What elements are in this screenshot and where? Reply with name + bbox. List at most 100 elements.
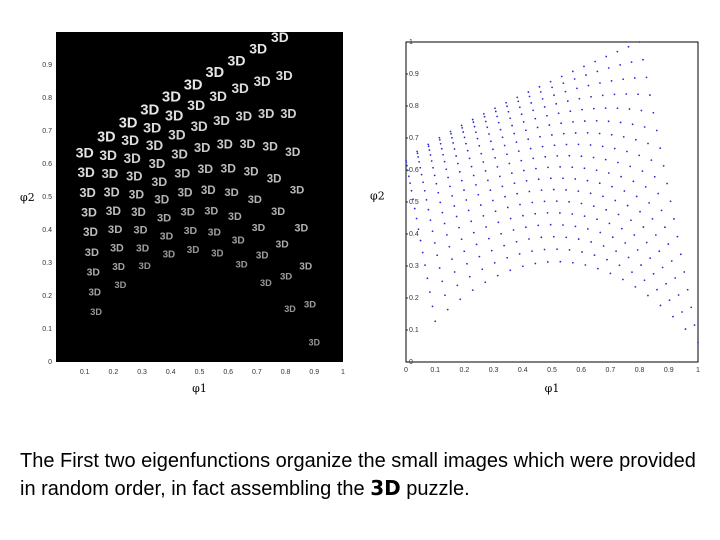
data-point xyxy=(611,185,613,188)
right-chart-svg: 0 0.1 0.2 0.3 0.4 0.5 0.6 0.7 0.8 0.9 1 0 0.1 0.2 0.3 0… xyxy=(370,39,700,395)
data-point xyxy=(532,109,535,112)
tile-3d: 3D xyxy=(260,278,272,288)
data-point xyxy=(601,94,604,97)
data-point xyxy=(489,140,492,143)
data-point xyxy=(433,174,436,177)
left-x-tick-label: 0.1 xyxy=(80,369,90,376)
tile-3d: 3D xyxy=(104,185,120,199)
data-point xyxy=(421,251,424,254)
tile-3d: 3D xyxy=(83,226,98,239)
tile-3d: 3D xyxy=(228,211,242,223)
data-point xyxy=(508,162,511,165)
data-point xyxy=(505,101,508,104)
data-point xyxy=(568,154,571,157)
tile-3d: 3D xyxy=(197,162,213,176)
data-point xyxy=(546,261,549,263)
data-point xyxy=(617,161,619,164)
data-point xyxy=(611,236,614,239)
data-point xyxy=(489,189,492,192)
data-point xyxy=(427,145,430,148)
data-point xyxy=(503,244,506,247)
data-point xyxy=(643,279,646,282)
data-point xyxy=(639,210,641,213)
data-point xyxy=(607,120,610,123)
data-point xyxy=(438,267,441,269)
data-point xyxy=(637,93,639,96)
data-point xyxy=(463,189,465,191)
data-point xyxy=(535,167,537,170)
data-point xyxy=(446,233,448,236)
right-x-tick-label: 1 xyxy=(696,367,700,374)
tile-3d: 3D xyxy=(174,166,190,180)
tile-3d: 3D xyxy=(149,156,166,171)
data-point xyxy=(416,152,419,155)
data-point xyxy=(521,265,524,268)
data-point xyxy=(490,249,493,252)
data-point xyxy=(642,58,644,61)
right-x-tick-label: 0.6 xyxy=(576,367,586,374)
data-point xyxy=(560,122,563,125)
data-point xyxy=(466,262,468,265)
tile-3d: 3D xyxy=(119,116,138,132)
data-point xyxy=(626,204,629,207)
data-point xyxy=(410,189,413,192)
tile-3d: 3D xyxy=(206,65,225,81)
data-point xyxy=(546,211,549,214)
data-point xyxy=(475,243,478,246)
data-point xyxy=(520,159,523,162)
data-point xyxy=(683,271,686,273)
data-point xyxy=(553,144,556,147)
data-point xyxy=(527,138,530,141)
data-point xyxy=(568,249,571,251)
data-point xyxy=(574,178,577,180)
data-point xyxy=(417,228,420,231)
data-point xyxy=(455,155,458,157)
tile-3d: 3D xyxy=(204,206,218,218)
data-point xyxy=(610,80,613,82)
data-point xyxy=(435,182,438,185)
data-point xyxy=(517,150,520,153)
data-point xyxy=(506,256,509,259)
data-point xyxy=(562,82,565,84)
data-point xyxy=(652,272,655,275)
tile-3d: 3D xyxy=(194,140,210,155)
data-point xyxy=(434,320,437,323)
tile-3d: 3D xyxy=(276,239,289,250)
data-point xyxy=(650,159,653,162)
left-y-tick-label: 0.2 xyxy=(42,293,52,300)
left-y-tick-label: 0.7 xyxy=(42,128,52,135)
data-point xyxy=(439,142,442,145)
data-point xyxy=(530,102,533,104)
data-point xyxy=(630,219,632,222)
data-point xyxy=(431,230,434,233)
data-point xyxy=(417,156,420,158)
data-point xyxy=(677,294,680,296)
data-point xyxy=(580,202,583,205)
tile-3d: 3D xyxy=(236,108,253,123)
data-point xyxy=(607,172,610,174)
data-point xyxy=(541,98,544,100)
data-point xyxy=(656,288,658,291)
data-point xyxy=(426,277,429,280)
data-point xyxy=(446,308,449,311)
data-point xyxy=(628,108,631,110)
data-point xyxy=(459,298,462,301)
data-point xyxy=(429,219,432,222)
data-point xyxy=(619,121,622,124)
tile-3d: 3D xyxy=(143,120,161,136)
data-point xyxy=(664,226,666,229)
data-point xyxy=(471,118,474,121)
data-point xyxy=(534,212,537,215)
data-point xyxy=(532,157,535,160)
tile-3d: 3D xyxy=(213,113,230,128)
data-point xyxy=(465,142,467,145)
data-point xyxy=(479,204,482,206)
data-point xyxy=(550,134,553,136)
tile-3d: 3D xyxy=(236,259,248,270)
right-x-axis-label: φ1 xyxy=(545,382,560,395)
data-point xyxy=(527,91,530,93)
data-point xyxy=(516,96,519,99)
data-point xyxy=(629,165,632,168)
data-point xyxy=(477,193,480,196)
tile-3d: 3D xyxy=(221,161,237,175)
